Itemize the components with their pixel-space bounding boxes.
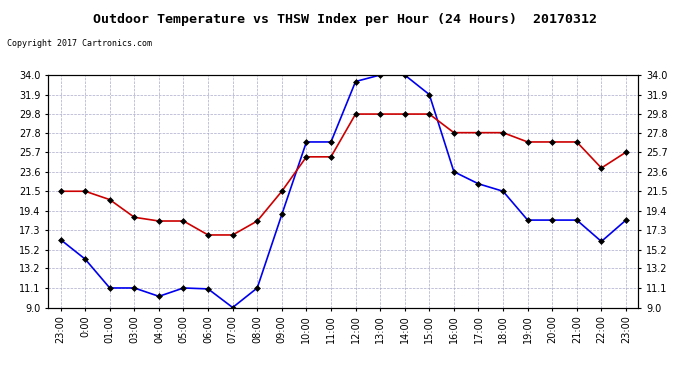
- Text: Temperature  (°F): Temperature (°F): [542, 46, 642, 57]
- Text: Outdoor Temperature vs THSW Index per Hour (24 Hours)  20170312: Outdoor Temperature vs THSW Index per Ho…: [93, 13, 597, 26]
- Text: Copyright 2017 Cartronics.com: Copyright 2017 Cartronics.com: [7, 39, 152, 48]
- Text: THSW  (°F): THSW (°F): [433, 46, 492, 57]
